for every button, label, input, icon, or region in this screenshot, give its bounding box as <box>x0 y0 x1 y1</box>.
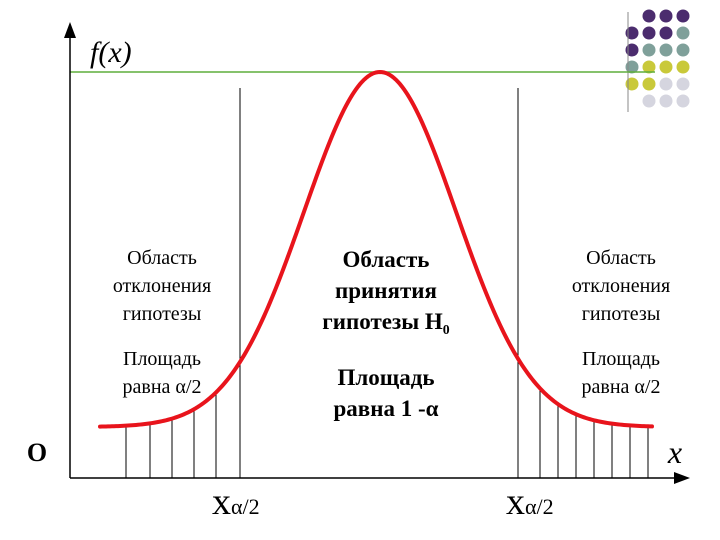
right-region-line3: гипотезы <box>581 303 661 325</box>
right-tail-hatching <box>539 388 649 478</box>
decor-dot <box>625 43 639 57</box>
center-region-line3-sub: 0 <box>442 321 450 337</box>
decor-dot <box>659 60 673 74</box>
center-area-line2: равна 1 -α <box>333 396 439 421</box>
decor-dot <box>642 60 656 74</box>
left-area-line2: равна α/2 <box>122 376 202 398</box>
decor-dot <box>642 77 656 91</box>
center-area-line1: Площадь <box>337 365 435 390</box>
decor-dot <box>642 26 656 40</box>
left-region-label: Область отклонения гипотезы <box>88 244 236 328</box>
right-critical-base: x <box>506 481 525 523</box>
right-area-label: Площадь равна α/2 <box>546 345 696 401</box>
decor-dot <box>625 77 639 91</box>
left-critical-base: x <box>212 481 231 523</box>
decorative-dot-grid <box>625 9 690 108</box>
center-region-line1: Область <box>342 247 430 272</box>
left-critical-label: xα/2 <box>212 480 302 524</box>
left-region-line1: Область <box>127 247 197 269</box>
left-area-label: Площадь равна α/2 <box>88 345 236 401</box>
density-curve <box>98 69 654 429</box>
decor-dot <box>676 43 690 57</box>
decor-dot <box>676 94 690 108</box>
left-tail-hatching <box>125 392 217 478</box>
y-axis-label: f(x) <box>90 36 132 70</box>
y-axis-label-text: f(x) <box>90 36 132 69</box>
x-axis-arrow <box>674 472 690 484</box>
origin-label: O <box>26 438 48 467</box>
right-area-line2: равна α/2 <box>581 376 661 398</box>
decor-dot <box>625 60 639 74</box>
right-region-line2: отклонения <box>571 275 671 297</box>
center-region-line2: принятия <box>335 278 437 303</box>
decor-dot <box>659 9 673 23</box>
decor-dot <box>642 9 656 23</box>
decor-dot <box>676 9 690 23</box>
decor-dot <box>676 77 690 91</box>
decor-dot <box>676 26 690 40</box>
decor-dot <box>642 43 656 57</box>
left-area-line1: Площадь <box>123 348 201 370</box>
left-region-line2: отклонения <box>112 275 212 297</box>
x-axis-label: x <box>667 434 683 470</box>
y-axis-arrow <box>64 22 76 38</box>
right-region-label: Область отклонения гипотезы <box>546 244 696 328</box>
decor-dot <box>659 43 673 57</box>
center-region-line3-text: гипотезы H <box>322 309 443 334</box>
decor-dot <box>659 26 673 40</box>
decor-dot <box>659 77 673 91</box>
right-area-line1: Площадь <box>582 348 660 370</box>
right-critical-sub: α/2 <box>525 494 554 519</box>
center-region-label: Область принятия гипотезы H0 <box>296 244 476 337</box>
left-critical-sub: α/2 <box>231 494 260 519</box>
center-region-line3: гипотезы H0 <box>296 306 476 337</box>
center-area-label: Площадь равна 1 -α <box>296 362 476 424</box>
right-region-line1: Область <box>586 247 656 269</box>
decor-dot <box>625 26 639 40</box>
left-region-line3: гипотезы <box>122 303 202 325</box>
decor-dot <box>642 94 656 108</box>
right-critical-label: xα/2 <box>506 480 596 524</box>
decor-dot <box>659 94 673 108</box>
decor-dot <box>676 60 690 74</box>
